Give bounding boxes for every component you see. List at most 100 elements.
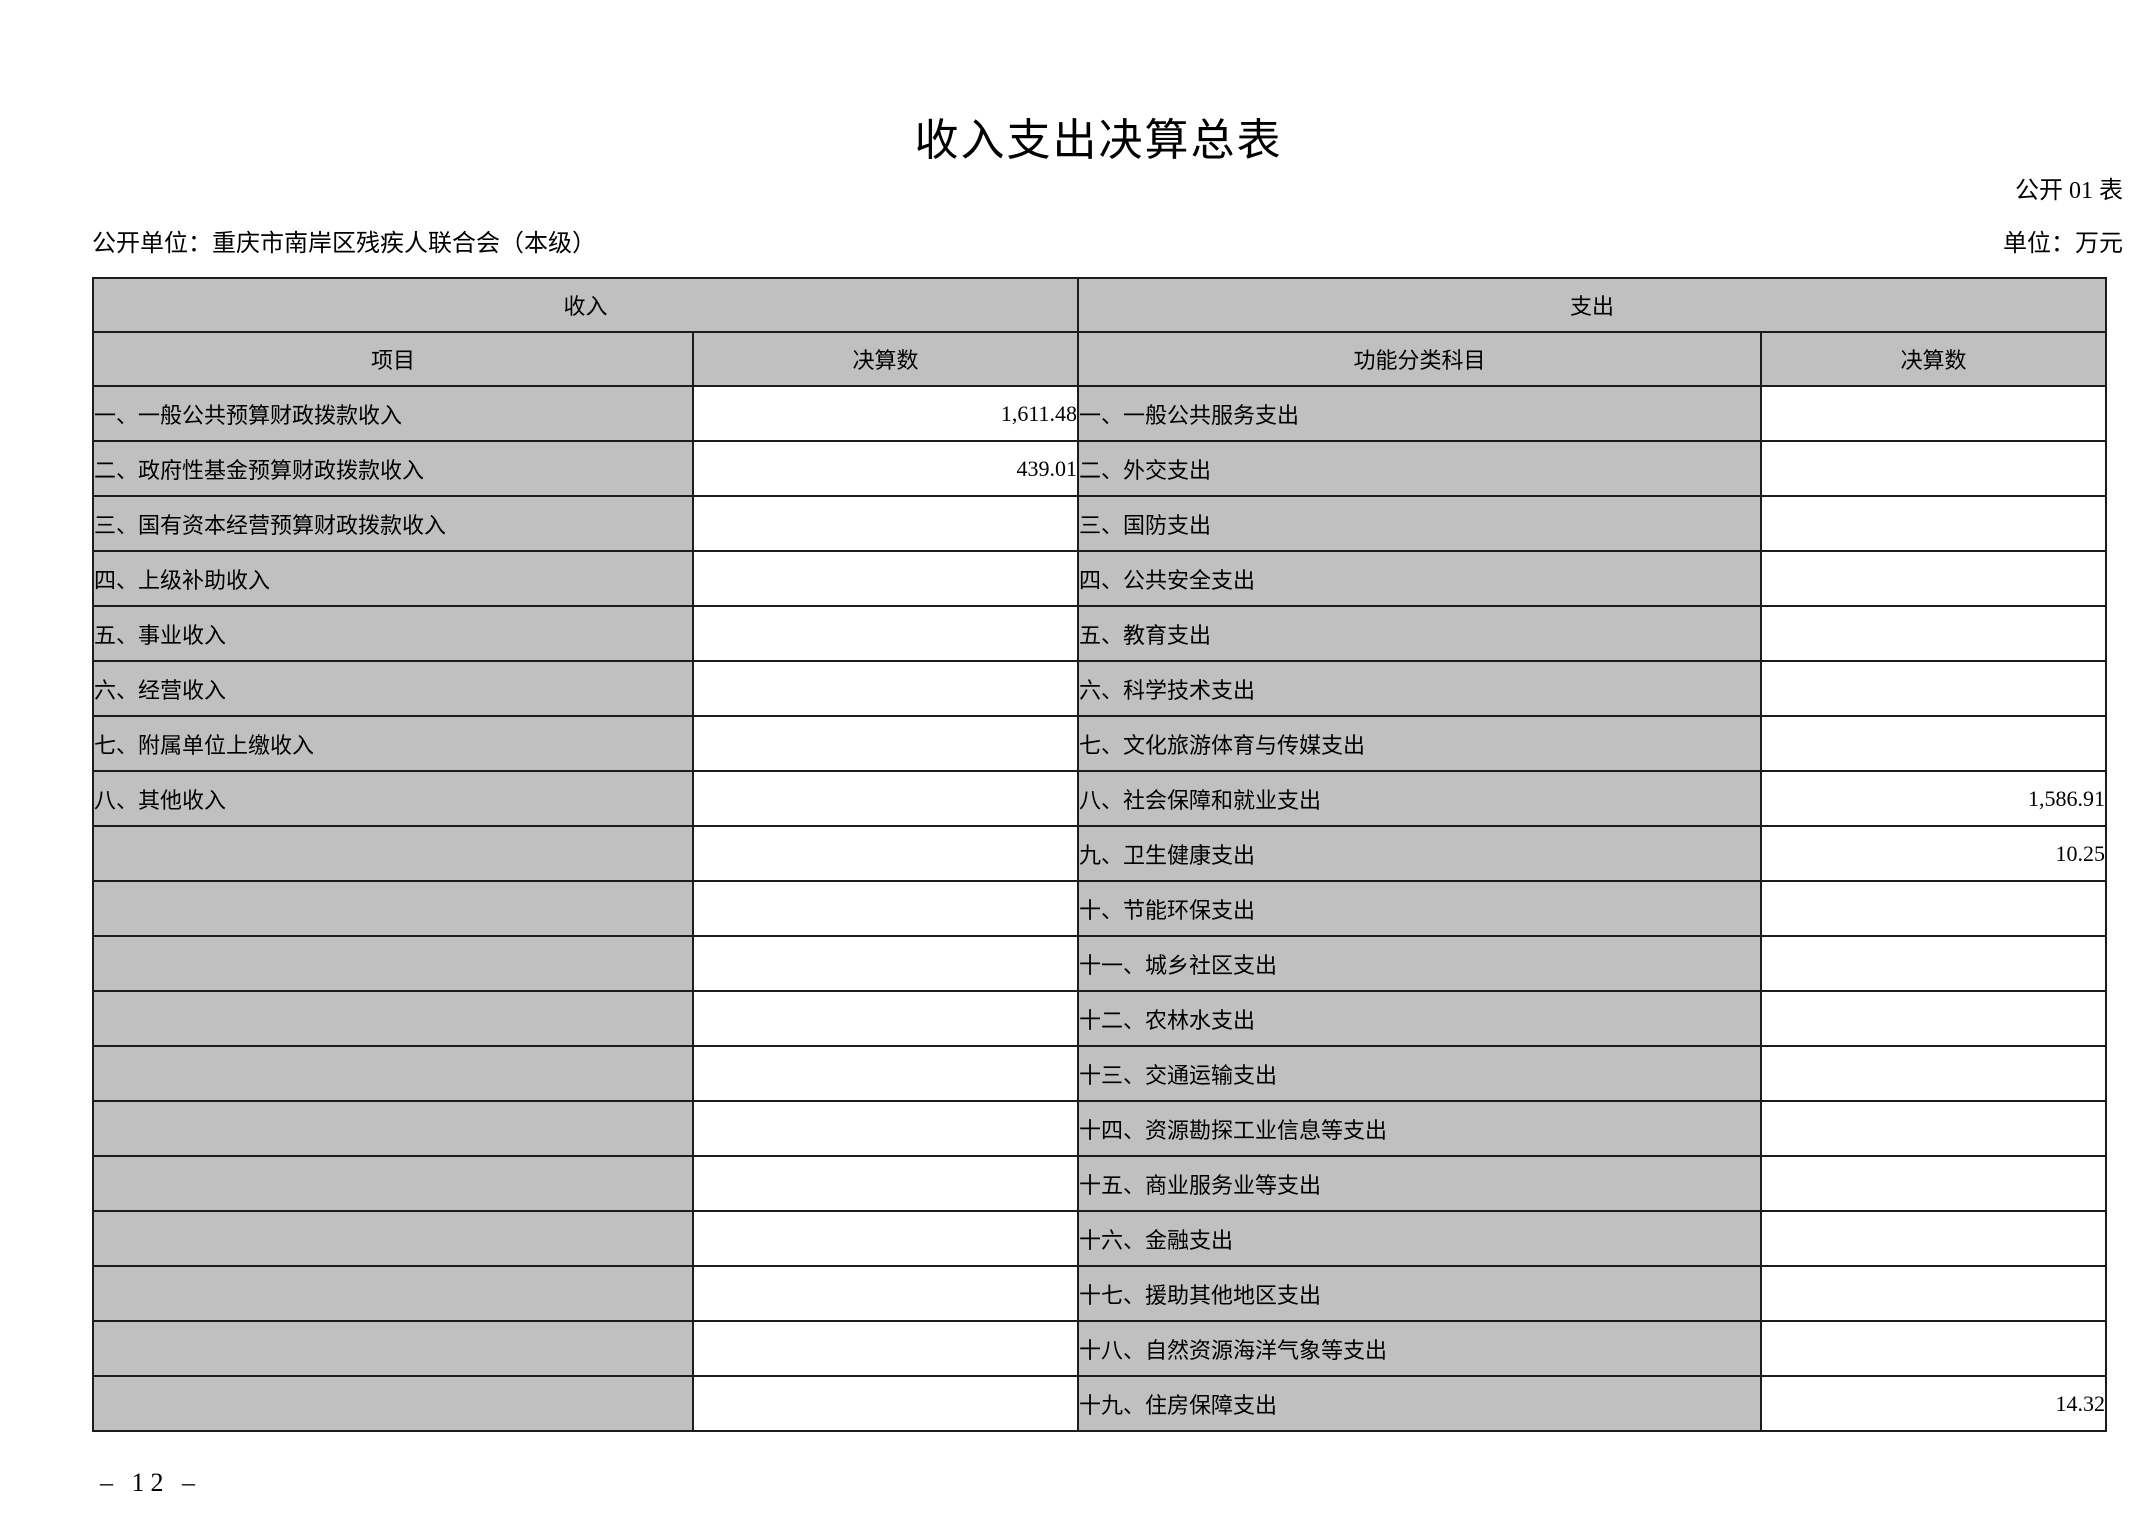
expense-item-cell: 十二、农林水支出 xyxy=(1077,990,1763,1047)
expense-item-cell: 七、文化旅游体育与传媒支出 xyxy=(1077,715,1763,772)
income-item-cell xyxy=(92,1210,694,1267)
income-item-cell xyxy=(92,1100,694,1157)
expense-amount-cell: 14.32 xyxy=(1760,1375,2108,1432)
expense-amount-cell xyxy=(1760,880,2108,937)
expense-item-cell: 五、教育支出 xyxy=(1077,605,1763,662)
table-code-label: 公开 01 表 xyxy=(2015,178,2123,204)
table-row: 十八、自然资源海洋气象等支出 xyxy=(92,1320,2108,1377)
income-amount-cell: 439.01 xyxy=(691,440,1080,497)
income-item-cell: 四、上级补助收入 xyxy=(92,550,694,607)
expense-item-cell: 十五、商业服务业等支出 xyxy=(1077,1155,1763,1212)
table-row: 十二、农林水支出 xyxy=(92,990,2108,1047)
table-row: 十、节能环保支出 xyxy=(92,880,2108,937)
expense-item-cell: 十一、城乡社区支出 xyxy=(1077,935,1763,992)
income-amount-cell xyxy=(691,1100,1080,1157)
expense-section-header: 支出 xyxy=(1077,277,2108,333)
expense-amount-cell xyxy=(1760,605,2108,662)
income-item-cell xyxy=(92,1155,694,1212)
income-item-cell: 三、国有资本经营预算财政拨款收入 xyxy=(92,495,694,552)
expense-amount-cell xyxy=(1760,1155,2108,1212)
table-row: 十九、住房保障支出 14.32 xyxy=(92,1375,2108,1432)
income-item-cell: 六、经营收入 xyxy=(92,660,694,717)
table-row: 七、附属单位上缴收入 七、文化旅游体育与传媒支出 xyxy=(92,715,2108,772)
expense-amount-cell: 10.25 xyxy=(1760,825,2108,882)
expense-item-cell: 三、国防支出 xyxy=(1077,495,1763,552)
page-title: 收入支出决算总表 xyxy=(914,116,1283,165)
income-amount-cell xyxy=(691,880,1080,937)
expense-amount-cell xyxy=(1760,1100,2108,1157)
expense-amount-cell xyxy=(1760,990,2108,1047)
income-item-cell xyxy=(92,1045,694,1102)
income-item-cell: 五、事业收入 xyxy=(92,605,694,662)
expense-item-cell: 九、卫生健康支出 xyxy=(1077,825,1763,882)
expense-amount-cell xyxy=(1760,440,2108,497)
income-amount-cell xyxy=(691,825,1080,882)
currency-unit-label: 单位：万元 xyxy=(2003,231,2123,257)
expense-amount-cell xyxy=(1760,1320,2108,1377)
table-row: 八、其他收入 八、社会保障和就业支出 1,586.91 xyxy=(92,770,2108,827)
income-amount-cell xyxy=(691,660,1080,717)
income-item-cell xyxy=(92,1265,694,1322)
income-item-cell xyxy=(92,1375,694,1432)
expense-item-cell: 八、社会保障和就业支出 xyxy=(1077,770,1763,827)
expense-item-column-header: 功能分类科目 xyxy=(1077,331,1763,387)
income-item-cell xyxy=(92,935,694,992)
income-amount-cell xyxy=(691,990,1080,1047)
table-row: 十四、资源勘探工业信息等支出 xyxy=(92,1100,2108,1157)
income-amount-cell xyxy=(691,1265,1080,1322)
income-amount-column-header: 决算数 xyxy=(691,331,1080,387)
table-row: 六、经营收入 六、科学技术支出 xyxy=(92,660,2108,717)
expense-amount-cell xyxy=(1760,935,2108,992)
income-amount-cell xyxy=(691,770,1080,827)
expense-amount-cell xyxy=(1760,550,2108,607)
expense-item-cell: 十三、交通运输支出 xyxy=(1077,1045,1763,1102)
income-section-header: 收入 xyxy=(91,277,1080,333)
table-row: 三、国有资本经营预算财政拨款收入 三、国防支出 xyxy=(92,495,2108,552)
expense-item-cell: 十八、自然资源海洋气象等支出 xyxy=(1077,1320,1763,1377)
page-number: – 12 – xyxy=(100,1468,201,1497)
income-item-cell xyxy=(92,990,694,1047)
income-amount-cell xyxy=(691,550,1080,607)
table-row: 十三、交通运输支出 xyxy=(92,1045,2108,1102)
expense-item-cell: 一、一般公共服务支出 xyxy=(1077,385,1763,442)
table-row: 十一、城乡社区支出 xyxy=(92,935,2108,992)
income-item-cell xyxy=(92,1320,694,1377)
expense-amount-cell: 1,586.91 xyxy=(1760,770,2108,827)
income-amount-cell xyxy=(691,605,1080,662)
expense-amount-cell xyxy=(1760,1045,2108,1102)
expense-item-cell: 二、外交支出 xyxy=(1077,440,1763,497)
section-header-row: 收入 支出 xyxy=(91,277,2108,333)
expense-amount-cell xyxy=(1760,495,2108,552)
table-row: 五、事业收入 五、教育支出 xyxy=(92,605,2108,662)
income-amount-cell xyxy=(691,1155,1080,1212)
income-amount-cell xyxy=(691,715,1080,772)
expense-item-cell: 十、节能环保支出 xyxy=(1077,880,1763,937)
table-row: 十七、援助其他地区支出 xyxy=(92,1265,2108,1322)
expense-amount-cell xyxy=(1760,1210,2108,1267)
table-row: 四、上级补助收入 四、公共安全支出 xyxy=(92,550,2108,607)
expense-amount-cell xyxy=(1760,385,2108,442)
expense-item-cell: 十四、资源勘探工业信息等支出 xyxy=(1077,1100,1763,1157)
income-item-cell xyxy=(92,880,694,937)
income-amount-cell xyxy=(691,1375,1080,1432)
expense-item-cell: 十九、住房保障支出 xyxy=(1077,1375,1763,1432)
income-item-cell xyxy=(92,825,694,882)
expense-item-cell: 十六、金融支出 xyxy=(1077,1210,1763,1267)
revenue-expenditure-table: 收入 支出 项目 决算数 功能分类科目 决算数 一、一般公共预算财政拨款收入 1… xyxy=(91,277,2108,1432)
income-item-cell: 七、附属单位上缴收入 xyxy=(92,715,694,772)
publishing-unit-label: 公开单位：重庆市南岸区残疾人联合会（本级） xyxy=(92,231,596,257)
column-header-row: 项目 决算数 功能分类科目 决算数 xyxy=(92,331,2108,387)
income-amount-cell xyxy=(691,1210,1080,1267)
expense-item-cell: 四、公共安全支出 xyxy=(1077,550,1763,607)
expense-amount-cell xyxy=(1760,660,2108,717)
expense-item-cell: 六、科学技术支出 xyxy=(1077,660,1763,717)
table-row: 二、政府性基金预算财政拨款收入 439.01 二、外交支出 xyxy=(92,440,2108,497)
income-amount-cell xyxy=(691,935,1080,992)
income-item-cell: 一、一般公共预算财政拨款收入 xyxy=(92,385,694,442)
income-item-cell: 二、政府性基金预算财政拨款收入 xyxy=(92,440,694,497)
income-amount-cell xyxy=(691,495,1080,552)
expense-item-cell: 十七、援助其他地区支出 xyxy=(1077,1265,1763,1322)
income-item-cell: 八、其他收入 xyxy=(92,770,694,827)
income-item-column-header: 项目 xyxy=(92,331,694,387)
